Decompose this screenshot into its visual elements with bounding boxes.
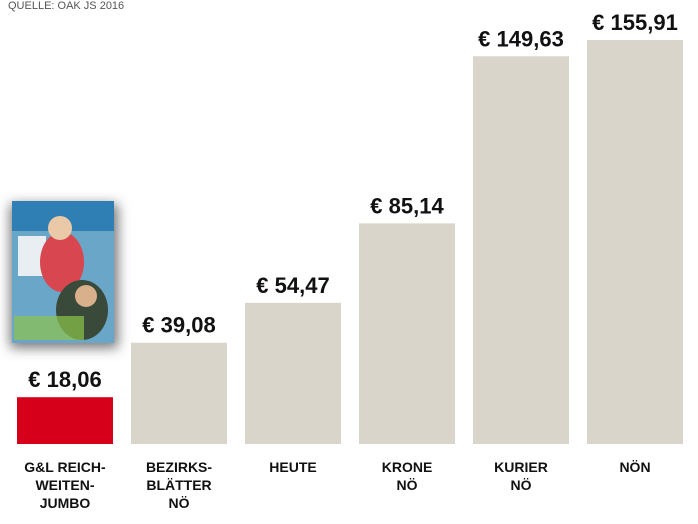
bar — [131, 342, 227, 444]
value-label: € 149,63 — [478, 26, 564, 51]
bar — [17, 397, 113, 444]
category-label: G&L REICH- WEITEN- JUMBO — [24, 459, 106, 511]
bar — [359, 223, 455, 444]
source: QUELLE: OAK JS 2016 — [8, 0, 125, 12]
bar — [245, 302, 341, 444]
category-label: KURIER NÖ — [494, 459, 548, 493]
category-label: KRONE NÖ — [381, 459, 433, 493]
value-label: € 85,14 — [370, 193, 444, 218]
magazine-cover — [10, 201, 118, 348]
bar — [587, 40, 683, 444]
value-label: € 54,47 — [256, 273, 329, 298]
value-label: € 18,06 — [28, 367, 101, 392]
value-label: € 39,08 — [142, 313, 215, 338]
bar — [473, 56, 569, 444]
category-label: NÖN — [619, 459, 651, 475]
value-label: € 155,91 — [592, 10, 678, 35]
category-label: BEZIRKS- BLÄTTER NÖ — [145, 459, 213, 511]
category-label: HEUTE — [269, 459, 317, 475]
